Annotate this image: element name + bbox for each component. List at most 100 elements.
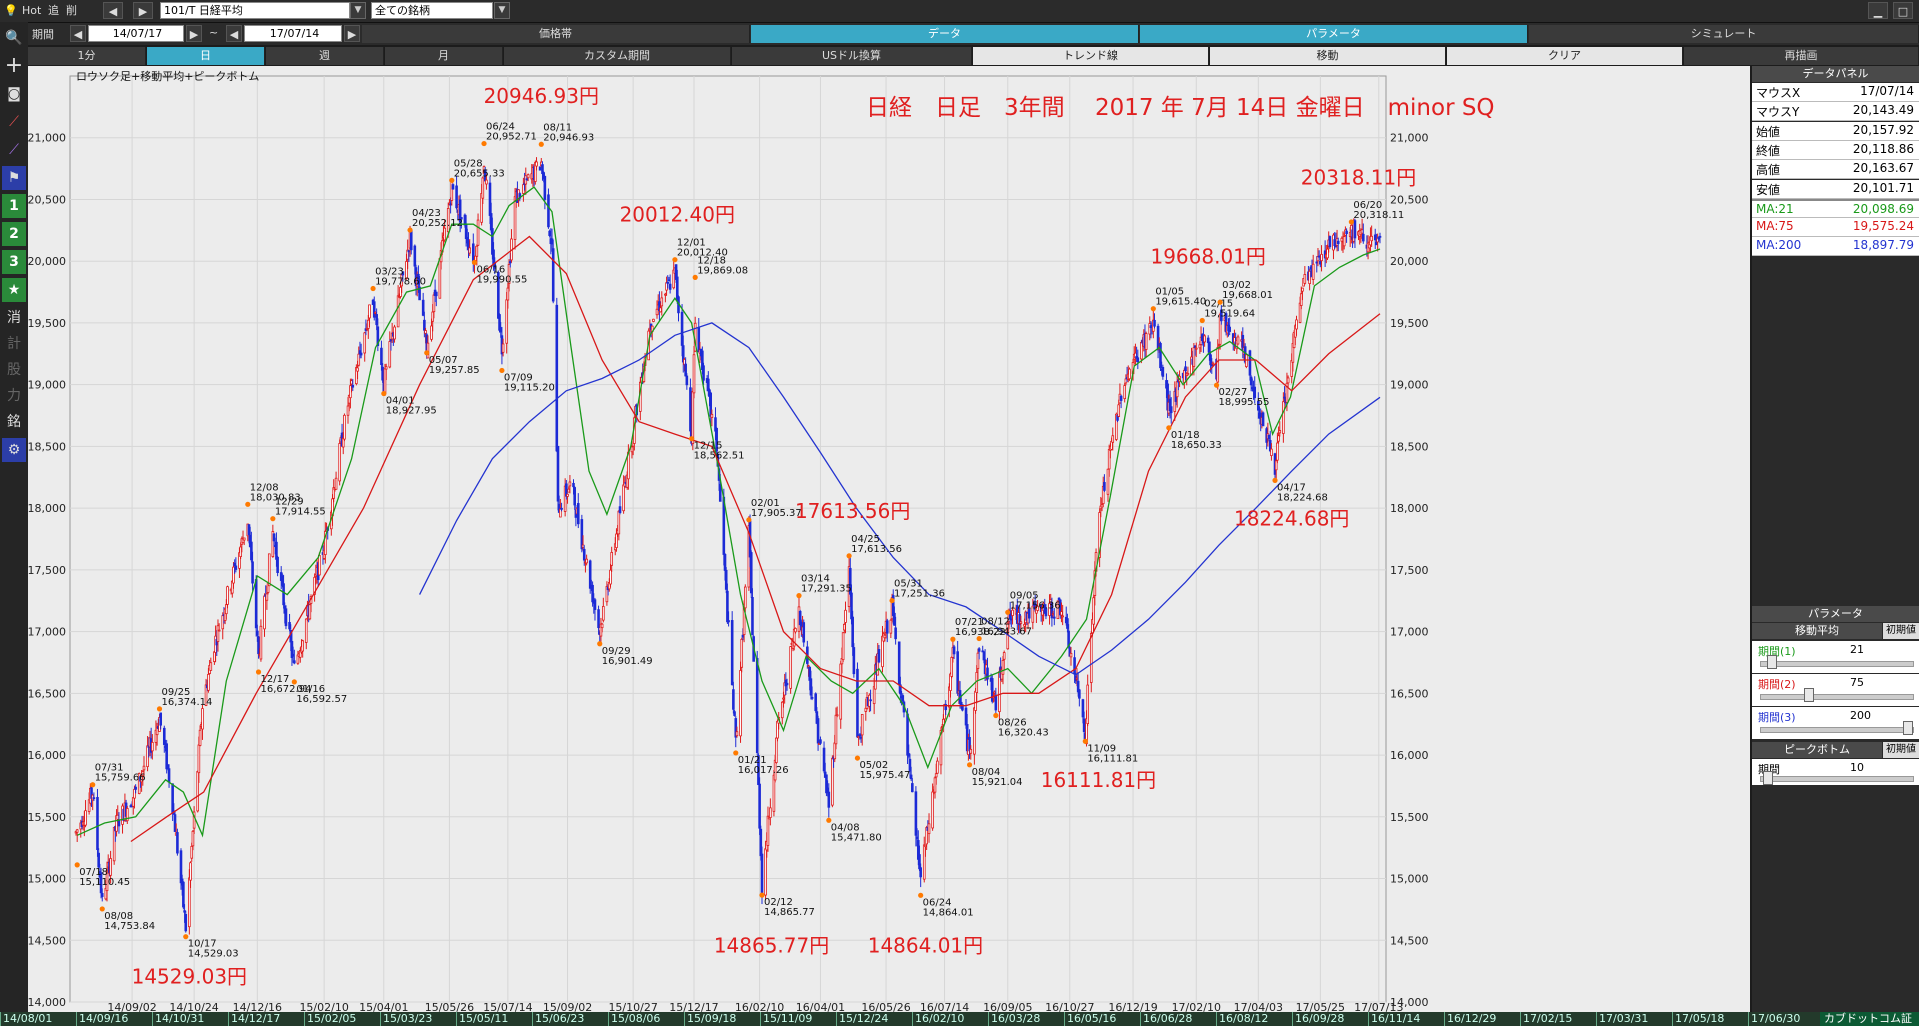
peak-value-label: 19,668.01	[1222, 290, 1273, 301]
calc-button[interactable]: 計	[7, 336, 21, 352]
ma-param-value[interactable]: 21	[1850, 643, 1864, 656]
tab-parameter[interactable]: パラメータ	[1140, 25, 1528, 43]
bulb-icon[interactable]: 💡	[4, 4, 18, 17]
ma-slider-track[interactable]	[1760, 694, 1914, 700]
clear-button[interactable]: クリア	[1447, 47, 1683, 65]
x-tick-label: 16/12/19	[1108, 1001, 1157, 1012]
peak-date-label: 03/23	[375, 267, 404, 278]
hot-button[interactable]: Hot	[22, 4, 42, 17]
candle-body	[718, 483, 722, 502]
tab-usd-convert[interactable]: USドル換算	[732, 47, 972, 65]
date-bar-label: 14/08/01	[0, 1012, 52, 1026]
y-tick-label-right: 20,500	[1390, 193, 1429, 206]
candle-body	[1161, 366, 1165, 377]
pb-slider-handle[interactable]	[1762, 771, 1773, 785]
candle-body	[1270, 448, 1273, 456]
date-to-next-icon[interactable]: ▶	[344, 25, 360, 42]
candle-body	[475, 245, 479, 257]
power-button[interactable]: 力	[7, 388, 21, 404]
date-bar-label: 16/02/10	[912, 1012, 964, 1026]
candle-body	[894, 627, 897, 640]
candle	[1236, 334, 1240, 345]
price-annotation: 14864.01円	[868, 934, 983, 958]
chart-icon[interactable]: ⟋	[9, 142, 19, 158]
symbol-field[interactable]: 101/T 日経平均	[160, 2, 350, 19]
symbol-dropdown-icon[interactable]: ▼	[350, 2, 366, 19]
camera-icon[interactable]: ◙	[7, 86, 21, 102]
plus-icon[interactable]: +	[4, 53, 24, 78]
universe-dropdown-icon[interactable]: ▼	[494, 2, 510, 19]
ma-slider-handle[interactable]	[1903, 721, 1914, 735]
delete-button[interactable]: 削	[66, 4, 77, 17]
candle-body	[184, 913, 188, 932]
flag-icon[interactable]: ⚑	[2, 166, 26, 190]
date-bar-label: 14/09/16	[76, 1012, 128, 1026]
tab-custom-period[interactable]: カスタム期間	[504, 47, 731, 65]
ma-slider-track[interactable]	[1760, 661, 1914, 667]
peak-dot	[1272, 477, 1278, 483]
tab-data[interactable]: データ	[751, 25, 1139, 43]
trendline-button[interactable]: トレンド線	[973, 47, 1209, 65]
pb-slider-track[interactable]	[1760, 776, 1914, 782]
star-icon[interactable]: ★	[2, 278, 26, 302]
share-button[interactable]: 股	[7, 362, 21, 378]
candle-body	[660, 297, 664, 307]
date-scroll-bar[interactable]: 14/08/01 14/09/16 14/10/31 14/12/17 15/02/05…	[0, 1012, 1919, 1026]
pb-reset-button[interactable]: 初期値	[1883, 742, 1919, 758]
redraw-button[interactable]: 再描画	[1684, 47, 1919, 65]
next-arrow-icon[interactable]: ▶	[133, 2, 153, 19]
candle-body	[363, 332, 367, 354]
candle	[919, 863, 922, 888]
peak-dot	[481, 140, 487, 147]
prev-arrow-icon[interactable]: ◀	[103, 2, 123, 19]
tab-1min[interactable]: 1分	[28, 47, 146, 65]
ma-reset-button[interactable]: 初期値	[1883, 623, 1919, 639]
ma-slider-track[interactable]	[1760, 727, 1914, 733]
tab-daily[interactable]: 日	[147, 47, 265, 65]
date-from-prev-icon[interactable]: ◀	[70, 25, 86, 42]
y-tick-label-right: 18,000	[1390, 502, 1429, 515]
peak-dot	[733, 750, 739, 756]
tab-monthly[interactable]: 月	[385, 47, 503, 65]
candle-body	[183, 910, 186, 913]
price-chart[interactable]: 07/18 15,110.45 07/31 15,759.66 08/08 14,753.…	[28, 66, 1750, 1012]
candle	[191, 829, 195, 851]
chart-icon[interactable]: ⟋	[9, 114, 19, 130]
ma-param-value[interactable]: 200	[1850, 709, 1871, 722]
date-bar-label: 16/06/28	[1140, 1012, 1192, 1026]
brand-button[interactable]: 銘	[7, 414, 21, 430]
candle-body	[526, 174, 530, 179]
candle	[1136, 349, 1140, 370]
tab-price-band[interactable]: 価格帯	[362, 25, 750, 43]
date-to-field[interactable]: 17/07/14	[244, 25, 342, 42]
ma-slider-handle[interactable]	[1803, 688, 1814, 702]
maximize-icon[interactable]: □	[1893, 2, 1913, 19]
tab-simulate[interactable]: シミュレート	[1529, 25, 1919, 43]
move-button[interactable]: 移動	[1210, 47, 1446, 65]
candle-body	[950, 656, 953, 677]
search-icon[interactable]: 🔍	[5, 30, 23, 46]
date-from-field[interactable]: 14/07/17	[88, 25, 184, 42]
candle-body	[446, 208, 450, 233]
date-from-next-icon[interactable]: ▶	[186, 25, 202, 42]
tab-weekly[interactable]: 週	[266, 47, 384, 65]
candle	[908, 753, 912, 779]
candle-body	[301, 640, 304, 652]
minimize-icon[interactable]: ▁	[1868, 2, 1888, 19]
add-button[interactable]: 追	[48, 4, 59, 17]
candle	[259, 619, 263, 662]
date-to-prev-icon[interactable]: ◀	[226, 25, 242, 42]
candle	[1253, 376, 1257, 404]
ma-param-value[interactable]: 75	[1850, 676, 1864, 689]
pb-param-value[interactable]: 10	[1850, 761, 1864, 774]
erase-button[interactable]: 消	[7, 310, 21, 326]
preset-3-button[interactable]: 3	[2, 250, 26, 274]
candle	[1169, 397, 1173, 424]
ma-slider-handle[interactable]	[1767, 655, 1778, 669]
preset-1-button[interactable]: 1	[2, 194, 26, 218]
preset-2-button[interactable]: 2	[2, 222, 26, 246]
universe-field[interactable]: 全ての銘柄	[371, 2, 493, 19]
gear-icon[interactable]: ⚙	[2, 438, 26, 462]
